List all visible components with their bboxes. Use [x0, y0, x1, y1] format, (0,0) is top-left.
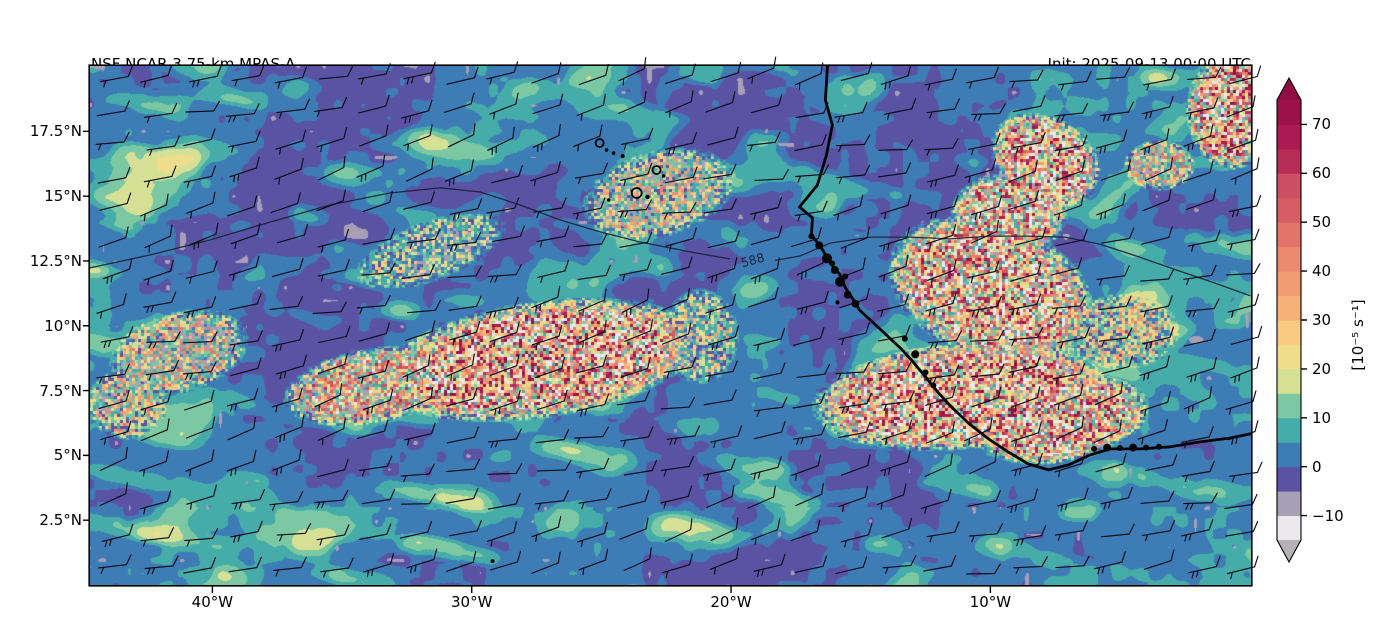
island-outline: [630, 187, 643, 199]
x-tick-label: 40°W: [191, 593, 234, 611]
x-tick-label: 20°W: [710, 593, 752, 611]
y-tick-label: 5°N: [53, 446, 82, 465]
colorbar-tick-label: −10: [1312, 506, 1344, 525]
colorbar-segment: [1277, 393, 1301, 419]
coast-blob: [911, 350, 920, 359]
island-dot: [490, 559, 495, 564]
colorbar-segment: [1277, 442, 1301, 468]
y-tick-label: 12.5°N: [29, 251, 82, 270]
y-tick-label: 2.5°N: [39, 511, 82, 530]
y-tick-label: 15°N: [44, 187, 82, 206]
colorbar-tick-label: 60: [1312, 164, 1332, 183]
island-dot: [606, 198, 611, 202]
colorbar-tick-label: 20: [1312, 359, 1332, 378]
colorbar-segment: [1277, 344, 1301, 370]
coast-blob: [1103, 443, 1112, 452]
colorbar-segment: [1277, 320, 1301, 345]
colorbar-segment: [1277, 515, 1301, 541]
island-outline: [651, 165, 662, 175]
colorbar-segment: [1277, 466, 1301, 492]
island-outline: [594, 138, 605, 148]
island-dot: [661, 174, 666, 178]
colorbar-over-arrow: [1277, 78, 1301, 100]
colorbar-segment: [1277, 173, 1301, 199]
coast-blob: [815, 241, 824, 250]
colorbar-segment: [1277, 295, 1301, 321]
colorbar-tick-label: 50: [1312, 213, 1332, 232]
colorbar-segment: [1277, 368, 1301, 394]
island-dot: [620, 154, 625, 158]
height-contour-588: [89, 187, 731, 269]
colorbar-unit-label: [10⁻⁵ s⁻¹]: [1349, 299, 1367, 371]
colorbar-segment: [1277, 417, 1301, 443]
coast-blob: [830, 266, 839, 274]
coast-blob: [1091, 445, 1098, 452]
island-dot: [835, 300, 840, 305]
x-tick-label: 30°W: [451, 593, 493, 611]
coast-blob: [922, 369, 929, 376]
map-overlay: 588: [89, 56, 1263, 580]
colorbar-segment: [1277, 124, 1301, 150]
y-tick-label: 7.5°N: [39, 381, 82, 400]
colorbar-tick-label: 30: [1312, 311, 1332, 329]
colorbar-tick-label: 0: [1312, 457, 1322, 476]
coast-blob: [843, 290, 852, 299]
colorbar-tick-label: 40: [1312, 262, 1332, 281]
coastline-west-africa: [798, 64, 1252, 472]
island-dot: [611, 151, 616, 155]
colorbar-segment: [1277, 222, 1301, 248]
colorbar-segment: [1277, 197, 1301, 223]
contour-label-588: 588: [739, 250, 766, 271]
colorbar-ticks: [1301, 123, 1307, 517]
y-tick-label: 17.5°N: [29, 122, 82, 141]
colorbar-tick-label: 70: [1312, 115, 1332, 134]
colorbar: [1276, 76, 1307, 564]
coast-blob: [1117, 445, 1123, 452]
x-tick-label: 10°W: [969, 593, 1012, 611]
coast-blob: [1143, 444, 1149, 451]
colorbar-under-arrow: [1277, 540, 1301, 562]
y-tick-label: 10°N: [44, 316, 82, 335]
coast-blob: [1155, 443, 1162, 450]
colorbar-segment: [1277, 148, 1301, 174]
colorbar-outline: [1276, 76, 1302, 564]
colorbar-segment: [1277, 246, 1301, 272]
colorbar-segment: [1277, 271, 1301, 297]
colorbar-segment: [1277, 100, 1301, 125]
island-dot: [604, 148, 609, 152]
wind-barbs: [95, 56, 1263, 580]
coast-blob: [1129, 443, 1137, 452]
coast-blob: [808, 233, 815, 240]
colorbar-segment: [1277, 491, 1301, 517]
coast-blob: [829, 260, 836, 267]
colorbar-tick-label: 10: [1312, 408, 1332, 427]
map-plot-area: 588: [89, 56, 1263, 585]
island-dot: [645, 194, 650, 200]
